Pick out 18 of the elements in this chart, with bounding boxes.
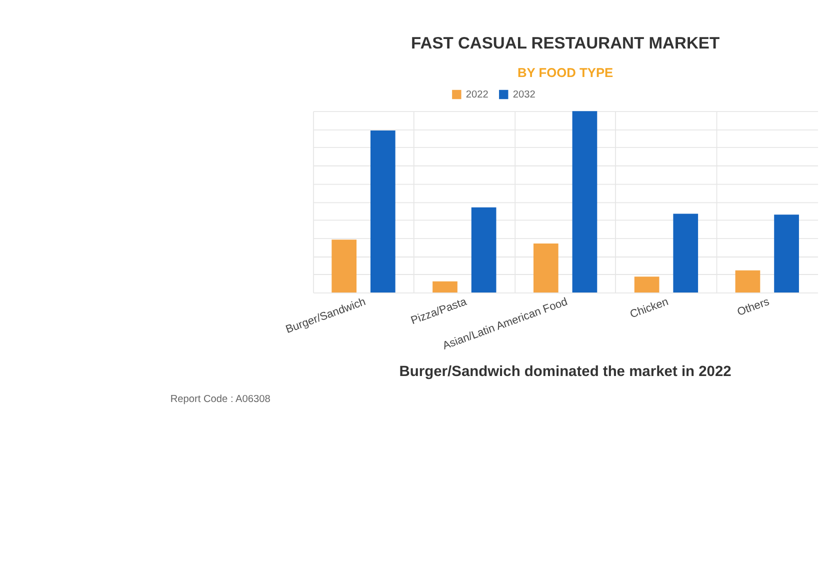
bar — [370, 130, 396, 292]
bar — [774, 214, 799, 292]
chart-subtitle: BY FOOD TYPE — [517, 65, 614, 80]
bar — [634, 276, 660, 292]
bar — [673, 214, 698, 292]
bar — [533, 243, 558, 292]
legend-label: 2032 — [512, 89, 536, 100]
bar — [332, 240, 357, 292]
bar — [432, 281, 458, 292]
bar — [471, 207, 496, 292]
chart-title: FAST CASUAL RESTAURANT MARKET — [411, 33, 720, 52]
bar — [735, 270, 760, 292]
x-tick-label: Chicken — [628, 296, 670, 321]
legend-label: 2022 — [466, 89, 489, 100]
bar — [572, 111, 598, 292]
x-tick-label: Others — [736, 296, 772, 319]
text: Report Code : A06308 — [170, 394, 271, 406]
text: Burger/Sandwich dominated the market in 2022 — [399, 364, 732, 380]
